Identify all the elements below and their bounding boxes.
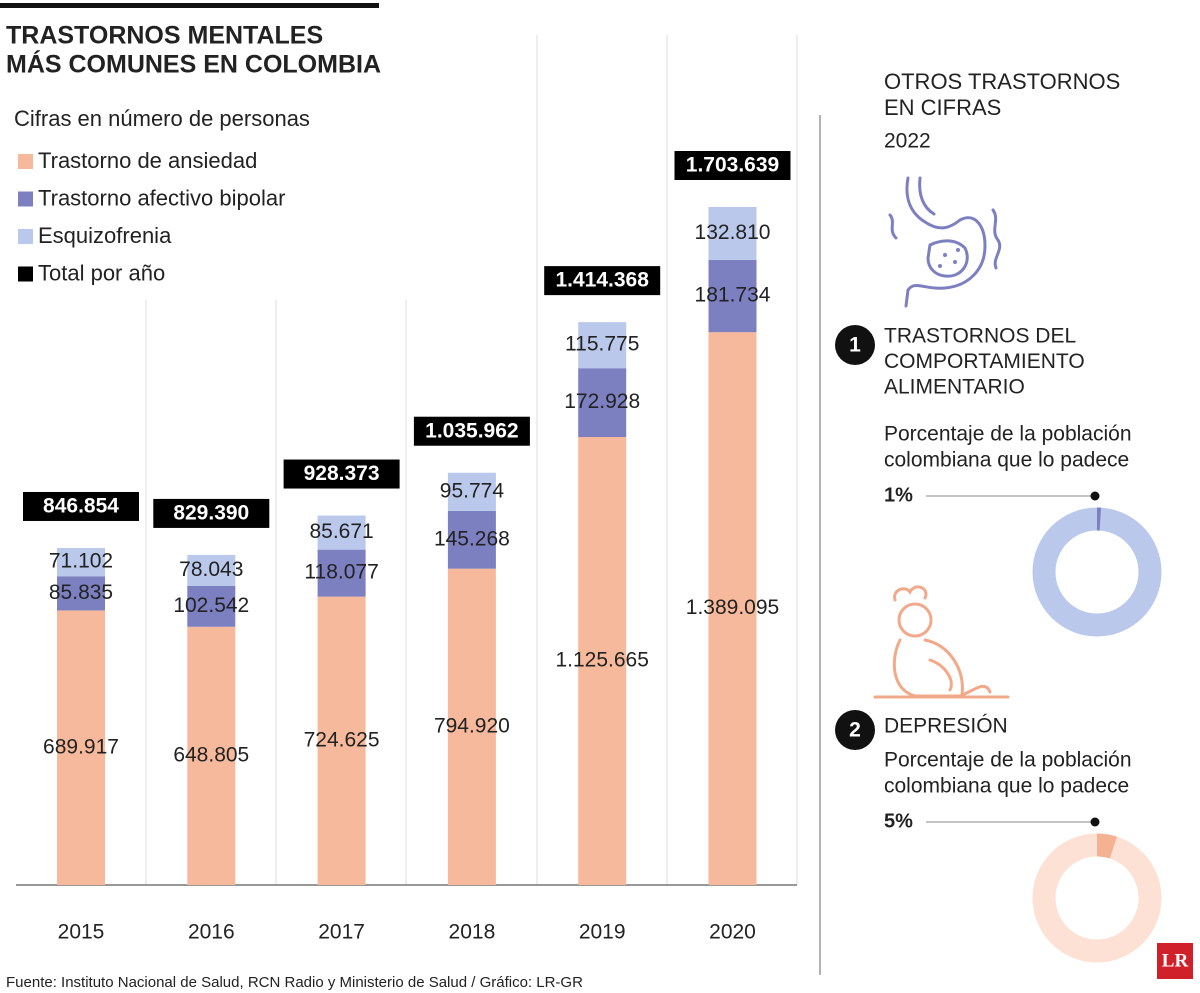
value-label: 85.835	[49, 581, 113, 604]
value-label: 78.043	[179, 558, 243, 581]
total-box	[413, 416, 530, 446]
bar-segment	[57, 610, 105, 885]
stomach-icon	[888, 176, 1002, 308]
top-rule	[0, 3, 379, 8]
total-label: 829.390	[173, 501, 249, 524]
number-badge	[835, 710, 875, 750]
value-label: 724.625	[304, 728, 380, 751]
number-badge	[835, 325, 875, 365]
value-label: 118.077	[304, 561, 378, 584]
legend-swatch	[18, 191, 33, 207]
percent-label: 5%	[884, 810, 913, 832]
bar-segment	[447, 568, 496, 885]
value-label: 95.774	[440, 479, 505, 502]
value-label: 648.805	[173, 743, 249, 766]
value-label: 1.389.095	[686, 596, 779, 619]
legend-label: Total por año	[38, 260, 165, 285]
legend-swatch	[18, 229, 33, 244]
value-label: 181.734	[695, 284, 771, 307]
value-label: 794.920	[434, 714, 510, 737]
value-label: 71.102	[49, 550, 113, 573]
panel-title: TRASTORNOS DEL	[884, 325, 1076, 348]
x-tick-label: 2016	[188, 921, 235, 944]
bar-segment	[447, 472, 496, 511]
x-tick-label: 2019	[579, 921, 626, 944]
bar-segment	[708, 332, 757, 886]
bar-segment	[708, 207, 757, 260]
bar-segment	[578, 368, 627, 438]
ring	[1032, 833, 1162, 963]
value-label: 132.810	[695, 221, 771, 244]
total-box	[674, 151, 791, 180]
total-label: 1.035.962	[425, 419, 518, 442]
bar-segment	[187, 626, 236, 885]
legend-label: Trastorno de ansiedad	[38, 148, 257, 173]
sidebar-title: OTROS TRASTORNOS	[884, 69, 1120, 94]
total-box	[23, 491, 139, 521]
x-tick-label: 2017	[318, 921, 365, 944]
total-label: 846.854	[43, 495, 119, 518]
percent-label: 1%	[884, 484, 913, 506]
donut-slice	[1096, 833, 1117, 859]
value-label: 172.928	[564, 390, 640, 413]
leader-dot	[1090, 817, 1100, 827]
legend-label: Esquizofrenia	[38, 223, 172, 248]
bar-segment	[578, 437, 627, 885]
sidebar-year: 2022	[884, 130, 931, 153]
total-label: 1.414.368	[555, 269, 649, 292]
ring	[1032, 507, 1162, 637]
bar-segment	[317, 596, 366, 885]
bar-segment	[57, 576, 105, 611]
bar-segment	[708, 259, 757, 333]
value-label: 145.268	[434, 527, 510, 550]
x-tick-label: 2018	[449, 921, 496, 944]
value-label: 1.125.665	[555, 649, 648, 672]
total-label: 1.703.639	[686, 154, 779, 177]
bar-segment	[187, 554, 236, 586]
logo: LR	[1162, 950, 1189, 971]
person-icon	[873, 585, 1010, 699]
panel-title: DEPRESIÓN	[884, 715, 1008, 738]
panel-subtitle: Porcentaje de la población	[884, 423, 1132, 446]
panel-title: ALIMENTARIO	[884, 376, 1025, 399]
panel-title: COMPORTAMIENTO	[884, 350, 1085, 373]
legend-label: Trastorno afectivo bipolar	[38, 185, 285, 210]
value-label: 115.775	[565, 333, 639, 356]
total-box	[153, 498, 270, 528]
value-label: 102.542	[173, 594, 249, 617]
panel-subtitle: colombiana que lo padece	[884, 449, 1129, 472]
bar-segment	[317, 549, 366, 597]
sidebar-title: EN CIFRAS	[884, 95, 1001, 120]
leader-dot	[1090, 491, 1100, 501]
bar-segment	[578, 322, 627, 369]
number-badge-label: 2	[849, 719, 861, 742]
bar-segment	[447, 510, 496, 569]
x-tick-label: 2020	[709, 921, 756, 944]
total-box	[283, 459, 400, 489]
chart-title: MÁS COMUNES EN COLOMBIA	[6, 50, 381, 79]
panel-subtitle: colombiana que lo padece	[884, 775, 1129, 798]
stomach-dots	[938, 248, 960, 268]
value-label: 85.671	[309, 520, 373, 543]
number-badge-label: 1	[849, 334, 861, 357]
total-label: 928.373	[304, 462, 380, 485]
x-tick-label: 2015	[58, 921, 105, 944]
legend-swatch	[18, 266, 33, 282]
source: Fuente: Instituto Nacional de Salud, RCN…	[6, 974, 583, 991]
bar-segment	[187, 585, 236, 627]
logo-box	[1157, 943, 1193, 979]
panel-subtitle: Porcentaje de la población	[884, 749, 1132, 772]
total-box	[544, 266, 661, 296]
legend-swatch	[18, 154, 33, 169]
bar-segment	[317, 515, 366, 550]
value-label: 689.917	[43, 735, 119, 758]
chart-subtitle: Cifras en número de personas	[14, 106, 310, 131]
chart-title: TRASTORNOS MENTALES	[6, 22, 323, 50]
bar-segment	[57, 547, 105, 577]
